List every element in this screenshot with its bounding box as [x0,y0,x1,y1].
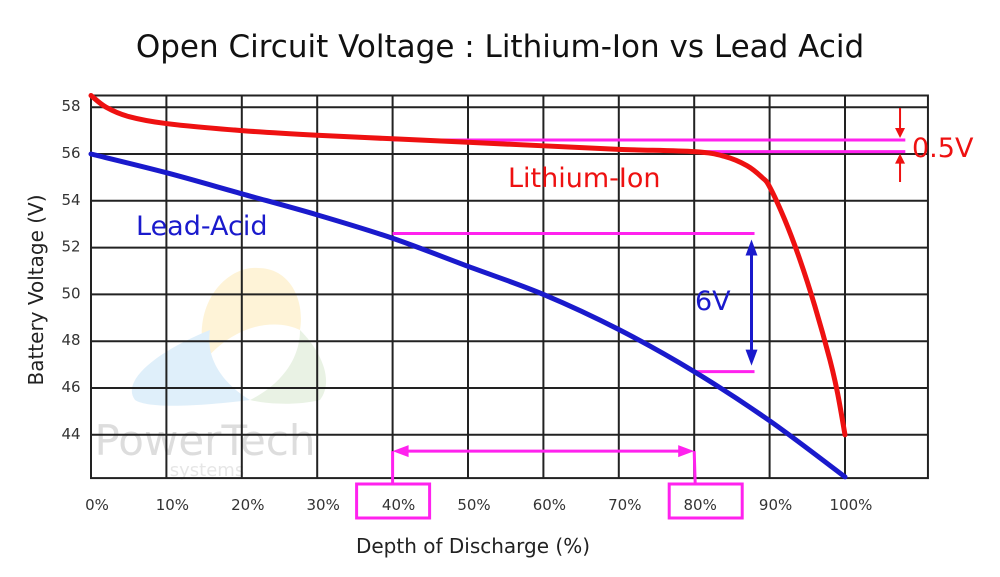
watermark-logo-yellow [201,267,301,360]
la-delta-label: 6V [695,286,731,317]
arrowhead-icon [745,239,758,256]
li-delta-label: 0.5V [912,133,974,164]
x-tick-label: 80% [684,496,717,514]
dod-window-right-stem [692,451,697,485]
x-tick-label: 100% [830,496,873,514]
x-tick-label: 90% [759,496,792,514]
y-tick-label: 52 [61,238,80,256]
x-tick-label: 60% [533,496,566,514]
arrowhead-icon [678,445,695,458]
annotations [355,108,906,520]
x-axis-label: Depth of Discharge (%) [356,534,590,558]
watermark-brand: PowerTech [94,416,315,465]
y-tick-labels: 44 46 48 50 52 54 56 58 [61,97,80,443]
x-tick-label: 10% [156,496,189,514]
chart-title: Open Circuit Voltage : Lithium-Ion vs Le… [136,29,864,65]
x-tick-label: 30% [307,496,340,514]
x-tick-label: 40% [382,496,415,514]
y-tick-label: 54 [61,191,80,209]
x-tick-label: 70% [608,496,641,514]
y-tick-label: 44 [61,425,80,443]
series-line-lead-acid [88,151,848,480]
x-tick-label: 50% [457,496,490,514]
series-line-lithium-ion [88,93,848,438]
watermark-logo-blue [131,330,250,406]
series-label-lead-acid: Lead-Acid [136,211,268,242]
arrowhead-icon [745,349,758,366]
series-label-lithium-ion: Lithium-Ion [508,163,661,194]
x-tick-highlight-box [355,482,432,520]
x-tick-labels: 0% 10% 20% 30% 40% 50% 60% 70% 80% 90% 100% [85,496,872,514]
arrowhead-icon [895,127,906,138]
arrowhead-icon [895,153,906,164]
y-tick-label: 46 [61,378,80,396]
y-tick-label: 50 [61,284,80,302]
x-tick-label: 20% [231,496,264,514]
y-tick-label: 58 [61,97,80,115]
series-lines [88,93,848,480]
y-tick-label: 48 [61,331,80,349]
x-tick-label: 0% [85,496,109,514]
y-tick-label: 56 [61,144,80,162]
arrowhead-icon [392,445,409,458]
y-axis-label: Battery Voltage (V) [24,194,48,385]
watermark-logo-green [250,330,327,404]
x-tick-highlight-box [667,482,744,520]
watermark-logo: PowerTech systems [94,267,327,481]
watermark-sub: systems [170,460,244,481]
